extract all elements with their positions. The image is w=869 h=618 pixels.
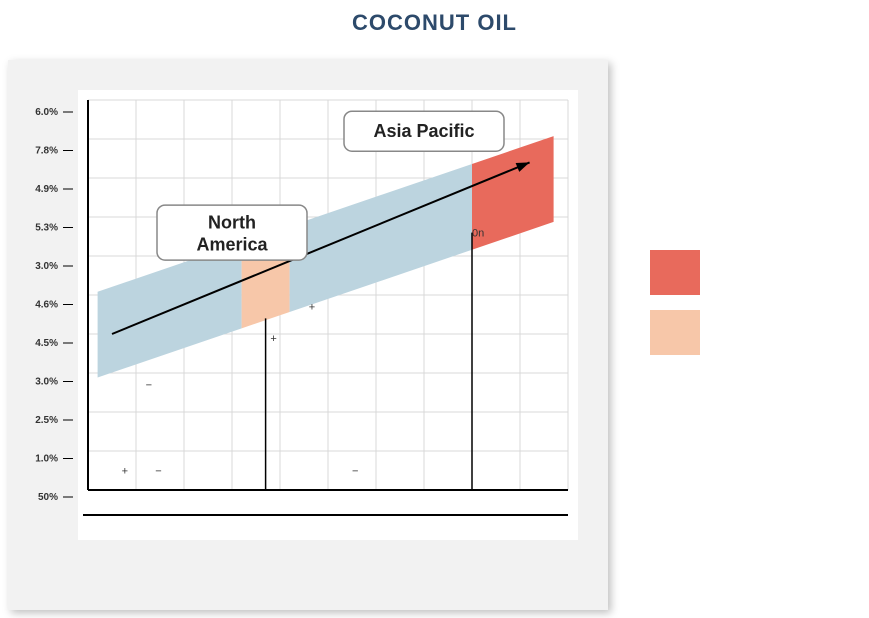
svg-text:+: + bbox=[122, 465, 128, 477]
svg-text:3.0%: 3.0% bbox=[35, 261, 58, 272]
svg-text:4.5%: 4.5% bbox=[35, 338, 58, 349]
plot-area: NorthAmerica Asia Pacific + − − − + +0n bbox=[78, 90, 578, 540]
svg-text:−: − bbox=[146, 380, 152, 392]
svg-text:+: + bbox=[270, 333, 276, 345]
legend-swatch-2 bbox=[650, 310, 700, 355]
y-axis-ticks: 6.0% 7.8% 4.9% 5.3% 3.0% 4.6% 4.5% 3.0% 2.5% 1.0%… bbox=[8, 60, 78, 610]
svg-text:3.0%: 3.0% bbox=[35, 377, 58, 388]
svg-text:7.8%: 7.8% bbox=[35, 146, 58, 157]
svg-text:5.3%: 5.3% bbox=[35, 223, 58, 234]
svg-text:6.0%: 6.0% bbox=[35, 107, 58, 118]
svg-text:−: − bbox=[352, 465, 358, 477]
chart-svg: NorthAmerica Asia Pacific + − − − + +0n bbox=[78, 90, 578, 540]
chart-panel: NorthAmerica Asia Pacific + − − − + +0n 6.0% 7.8… bbox=[8, 60, 608, 610]
svg-text:4.9%: 4.9% bbox=[35, 184, 58, 195]
svg-text:America: America bbox=[196, 235, 268, 255]
svg-text:4.6%: 4.6% bbox=[35, 300, 58, 311]
svg-text:0n: 0n bbox=[472, 228, 484, 240]
svg-text:−: − bbox=[155, 465, 161, 477]
svg-text:1.0%: 1.0% bbox=[35, 454, 58, 465]
svg-text:North: North bbox=[208, 213, 256, 233]
svg-text:+: + bbox=[309, 302, 315, 314]
svg-text:2.5%: 2.5% bbox=[35, 415, 58, 426]
svg-text:Asia Pacific: Asia Pacific bbox=[373, 121, 474, 141]
chart-title: COCONUT OIL bbox=[0, 10, 869, 36]
svg-text:50%: 50% bbox=[38, 492, 58, 503]
legend-swatch-1 bbox=[650, 250, 700, 295]
